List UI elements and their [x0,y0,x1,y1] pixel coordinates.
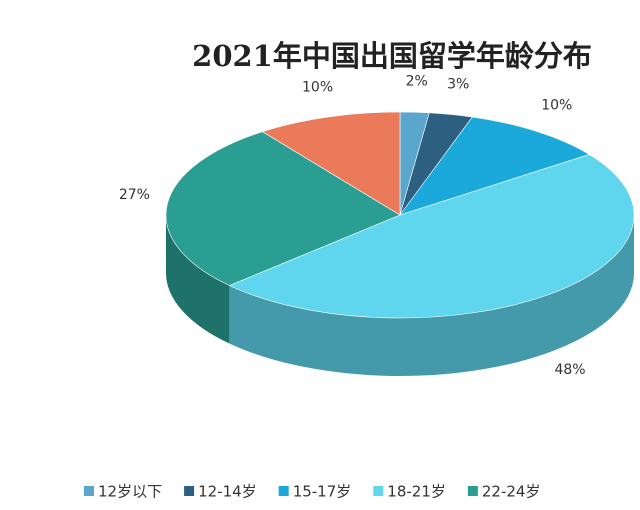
slice [228,154,635,377]
value-label: 3% [447,76,469,92]
slice-top [165,131,401,286]
legend-label: 15-17岁 [293,483,352,501]
slice-top [228,154,635,319]
slice-side [229,215,635,377]
slice [399,116,591,216]
value-label: 2% [406,74,428,90]
slice [165,131,401,344]
value-label: 48% [554,362,585,378]
legend-label: 22-24岁 [482,483,541,501]
value-label: 10% [302,79,333,95]
value-label: 10% [541,97,572,113]
legend-swatch [467,486,478,496]
legend-label: 12-14岁 [198,483,257,501]
slice-top [261,111,401,216]
slice-top [399,116,591,216]
slice [261,111,401,216]
legend-swatch [278,486,289,496]
legend-swatch [373,486,384,496]
legend-swatch [184,486,195,496]
legend-label: 18-21岁 [387,483,446,501]
legend-label: 12岁以下 [98,483,162,501]
chart-title: 2021年中国出国留学年龄分布 [192,39,592,73]
slice-side [166,215,230,344]
legend-swatch [84,486,94,496]
value-label: 27% [119,187,150,203]
